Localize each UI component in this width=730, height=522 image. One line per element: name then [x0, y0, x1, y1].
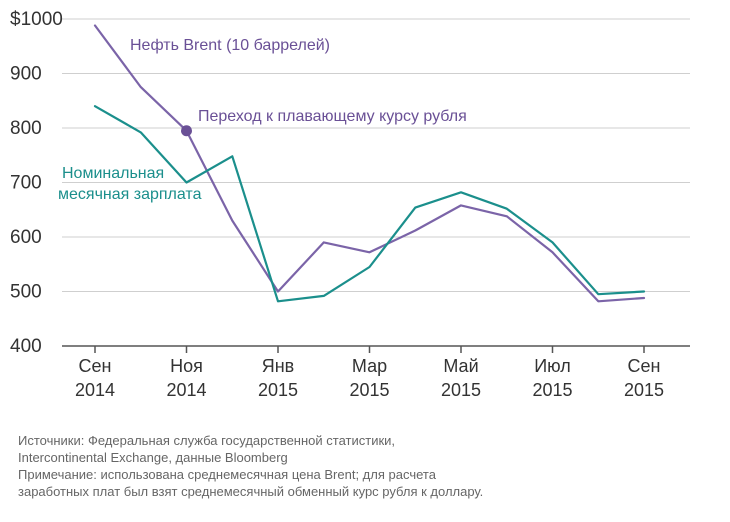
- y-tick-label: 500: [10, 282, 42, 303]
- x-tick-label: Янв: [262, 356, 295, 376]
- salary-series-line: [93, 105, 646, 303]
- y-tick-label: 600: [10, 227, 42, 248]
- brent-series-label: Нефть Brent (10 баррелей): [130, 37, 330, 54]
- sources-line-1: Источники: Федеральная служба государств…: [18, 433, 396, 448]
- x-tick-label-year: 2015: [258, 380, 298, 400]
- y-tick-label: 800: [10, 118, 42, 139]
- note-line-2: заработных плат был взят среднемесячный …: [18, 484, 484, 499]
- x-tick-label-year: 2015: [624, 380, 664, 400]
- chart-notes: Источники: Федеральная служба государств…: [18, 432, 718, 500]
- gridlines: [62, 18, 690, 292]
- series: [93, 24, 646, 303]
- x-tick-label: Май: [443, 356, 478, 376]
- float-annotation-label: Переход к плавающему курсу рубля: [198, 108, 467, 125]
- salary-series-label-line2: месячная зарплата: [58, 186, 202, 203]
- y-tick-label: $1000: [10, 9, 63, 30]
- x-tick-label: Мар: [352, 356, 387, 376]
- x-tick-label-year: 2014: [75, 380, 115, 400]
- brent-series-line: [93, 24, 646, 303]
- y-tick-label: 700: [10, 173, 42, 194]
- x-tick-label: Сен: [628, 356, 661, 376]
- sources-line-2: Intercontinental Exchange, данные Bloomb…: [18, 450, 288, 465]
- x-tick-label-year: 2015: [349, 380, 389, 400]
- line-chart: $1000 900 800 700 600 500 400 Сен 2014 Ноя 2014 Янв…: [10, 9, 690, 400]
- x-tick-label: Сен: [79, 356, 112, 376]
- y-tick-label: 900: [10, 64, 42, 85]
- salary-series-label-line1: Номинальная: [62, 165, 164, 182]
- float-transition-marker: [181, 125, 192, 137]
- axes: $1000 900 800 700 600 500 400 Сен 2014 Ноя 2014 Янв…: [10, 9, 690, 400]
- y-tick-label: 400: [10, 336, 42, 357]
- x-tick-label-year: 2014: [166, 380, 206, 400]
- x-tick-label-year: 2015: [441, 380, 481, 400]
- annotations: Нефть Brent (10 баррелей) Переход к плав…: [58, 37, 467, 203]
- x-tick-label: Ноя: [170, 356, 203, 376]
- x-tick-label-year: 2015: [532, 380, 572, 400]
- note-line-1: Примечание: использована среднемесячная …: [18, 467, 436, 482]
- x-tick-label: Июл: [534, 356, 571, 376]
